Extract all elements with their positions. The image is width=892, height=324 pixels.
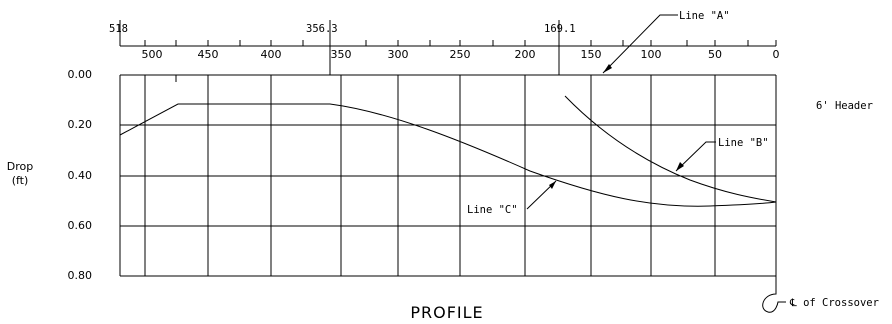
line-a-leader — [602, 14, 678, 74]
y-axis-label-line1: Drop — [7, 160, 33, 173]
top-tick-518: 518 — [109, 23, 128, 35]
x-tick-150: 150 — [581, 48, 602, 61]
line-c-curve — [119, 103, 777, 207]
line-c-label: Line "C" — [467, 204, 518, 216]
x-tick-350: 350 — [331, 48, 352, 61]
y-axis-label-line2: (ft) — [12, 174, 29, 187]
line-b-curve — [564, 95, 777, 203]
x-tick-250: 250 — [450, 48, 471, 61]
crossover-leader — [762, 262, 786, 313]
y-tick-0-40: 0.40 — [68, 169, 93, 182]
x-tick-100: 100 — [641, 48, 662, 61]
y-tick-0-60: 0.60 — [68, 219, 93, 232]
x-tick-500: 500 — [142, 48, 163, 61]
line-b-leader — [675, 141, 716, 172]
grid — [119, 20, 777, 277]
top-tick-169-1: 169.1 — [544, 23, 576, 35]
x-tick-200: 200 — [515, 48, 536, 61]
y-tick-0-80: 0.80 — [68, 269, 93, 282]
y-tick-0-20: 0.20 — [68, 118, 93, 131]
header-note: 6' Header — [816, 100, 873, 112]
x-tick-450: 450 — [198, 48, 219, 61]
line-a-label: Line "A" — [679, 10, 730, 22]
line-c-arrowhead — [549, 181, 556, 189]
x-tick-300: 300 — [388, 48, 409, 61]
y-tick-0-00: 0.00 — [68, 68, 93, 81]
top-tick-356-3: 356.3 — [306, 23, 338, 35]
x-tick-50: 50 — [708, 48, 722, 61]
x-tick-0: 0 — [773, 48, 780, 61]
line-a-arrowhead — [603, 64, 612, 73]
crossover-note: ℄ of Crossover — [789, 297, 879, 309]
line-b-label: Line "B" — [718, 137, 769, 149]
x-tick-400: 400 — [261, 48, 282, 61]
profile-title: PROFILE — [410, 303, 483, 322]
line-b-arrowhead — [676, 162, 684, 171]
